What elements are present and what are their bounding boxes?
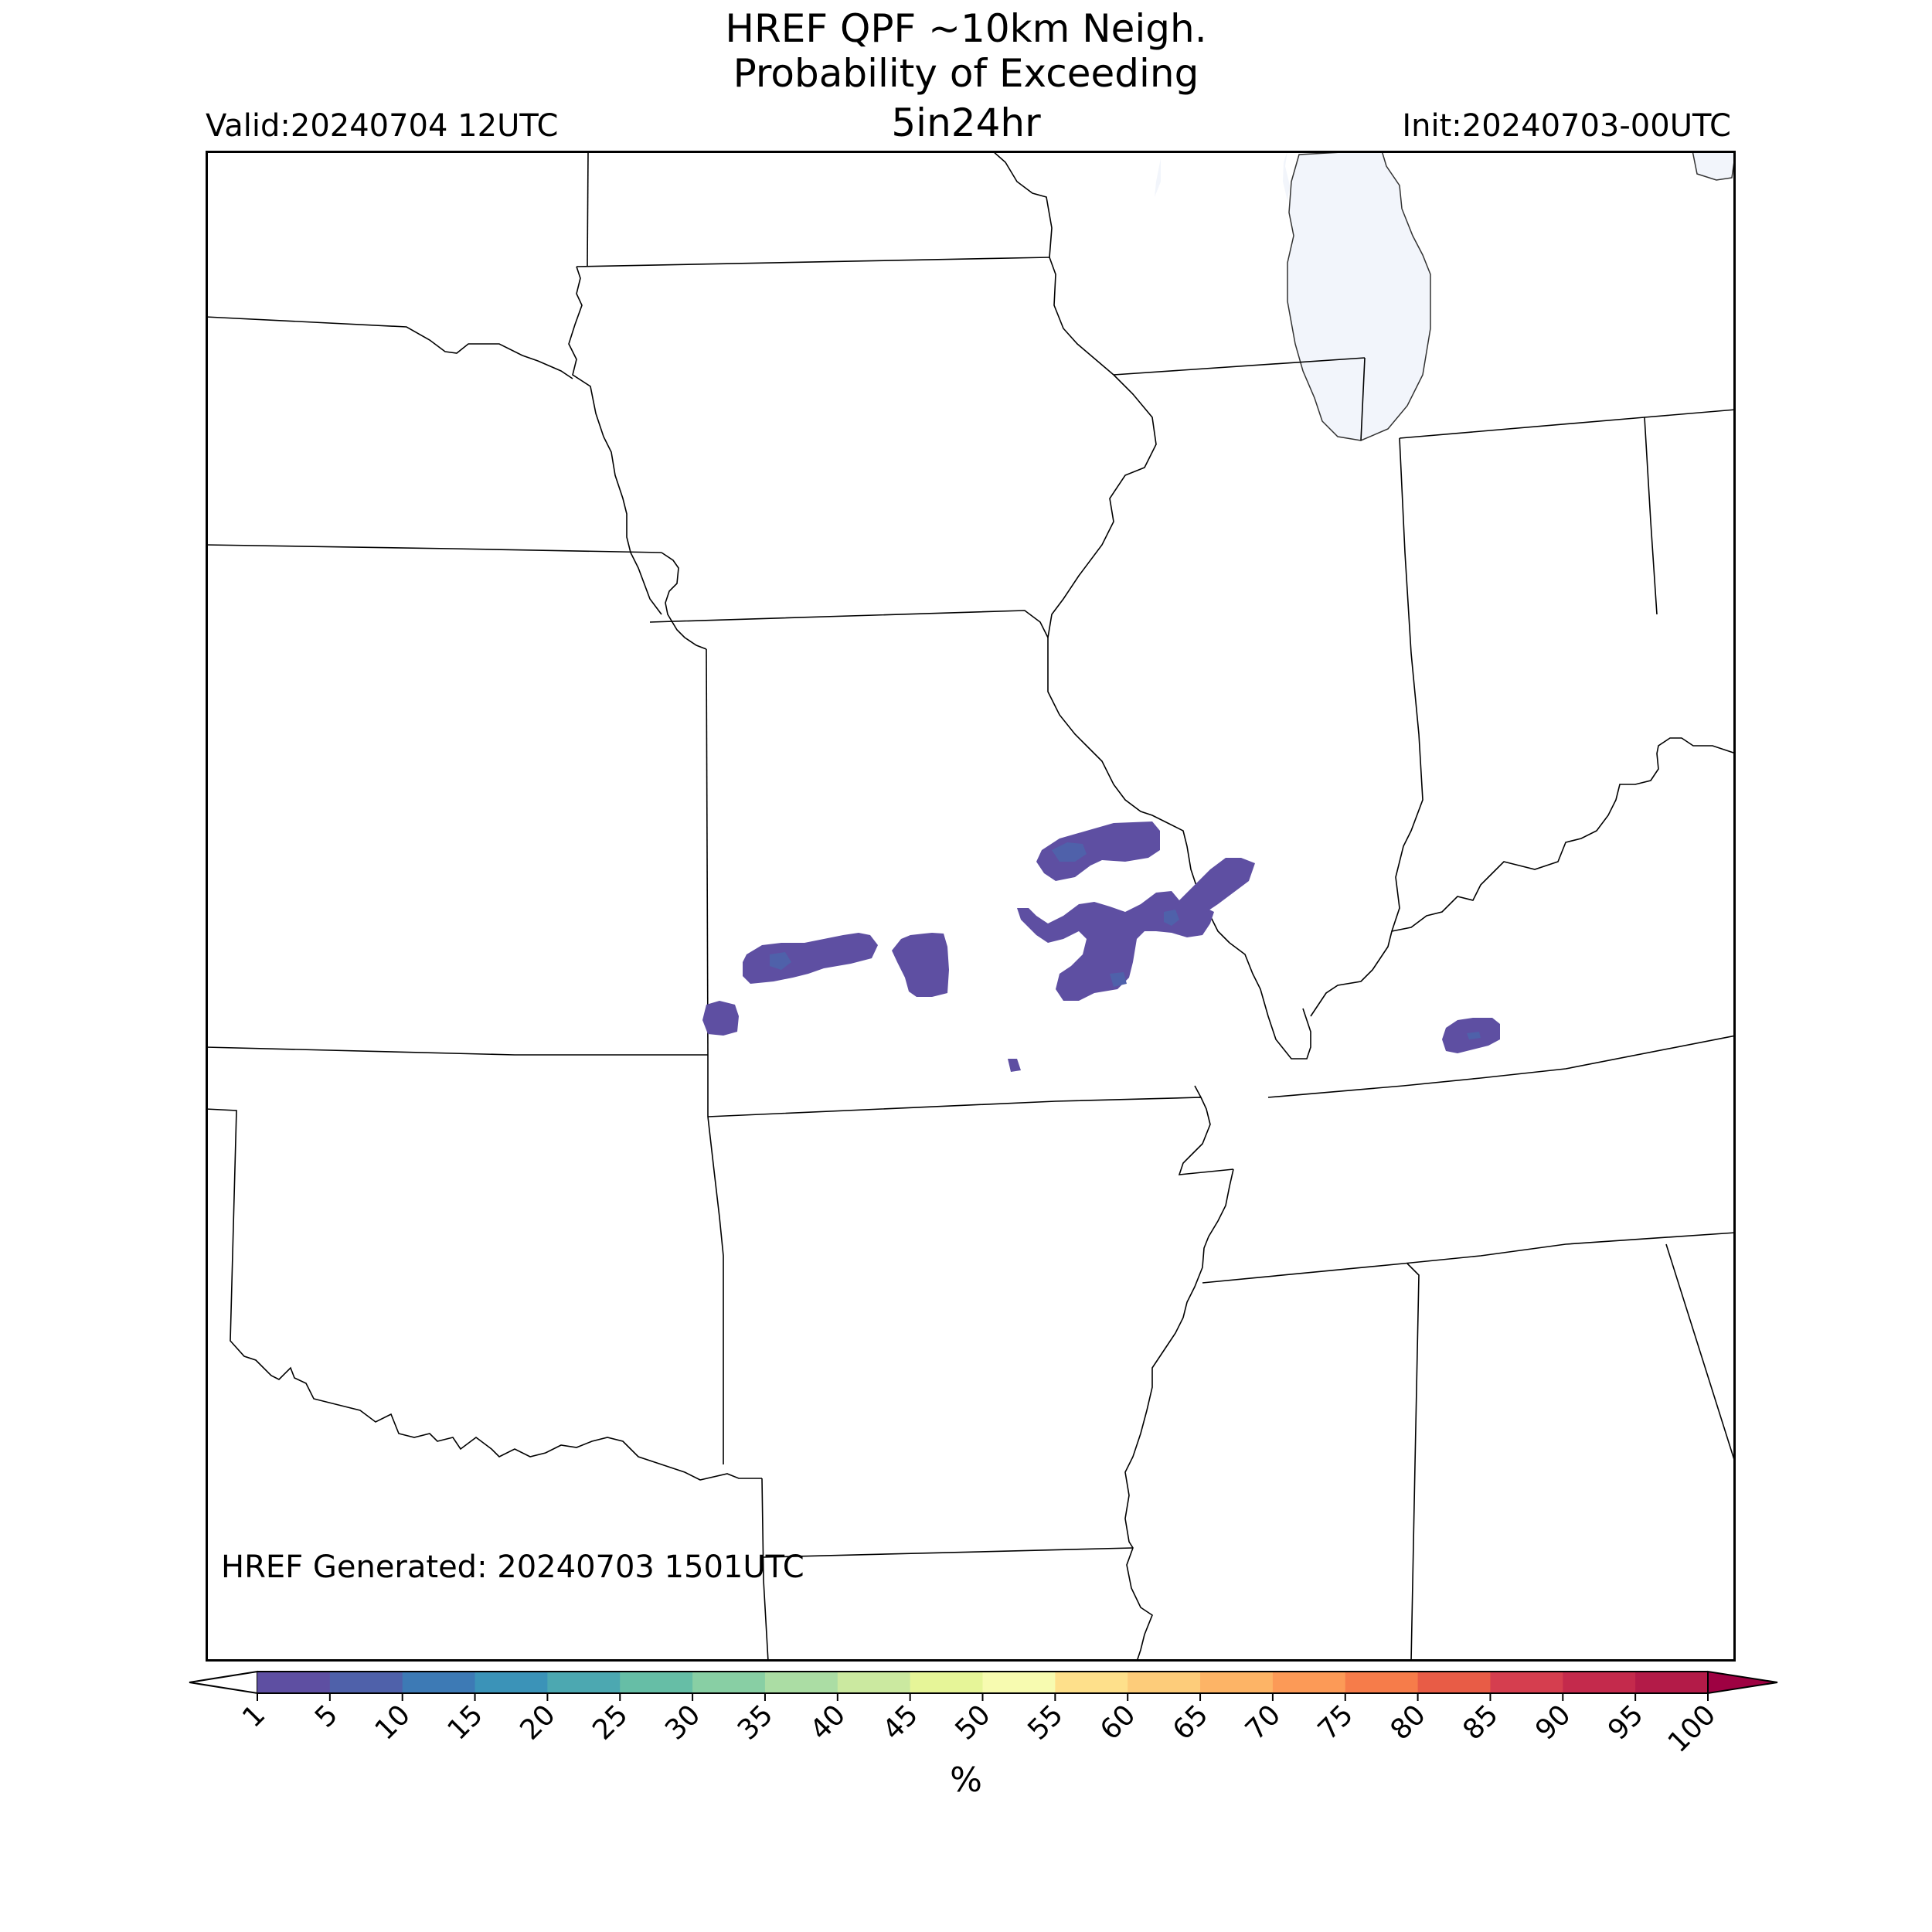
colorbar-tick-label: 20 bbox=[514, 1699, 561, 1746]
colorbar-unit-label: % bbox=[950, 1760, 982, 1800]
colorbar-over-extension bbox=[1707, 1670, 1778, 1695]
colorbar-swatch bbox=[1490, 1672, 1563, 1693]
colorbar-tick-label: 5 bbox=[309, 1699, 344, 1733]
colorbar-tick-label: 75 bbox=[1312, 1699, 1359, 1746]
colorbar-swatch bbox=[1563, 1672, 1636, 1693]
colorbar-swatch bbox=[1128, 1672, 1201, 1693]
colorbar-swatch bbox=[402, 1672, 476, 1693]
colorbar-tick-label: 100 bbox=[1662, 1699, 1723, 1759]
colorbar-swatch bbox=[1635, 1672, 1709, 1693]
colorbar-tick-label: 10 bbox=[369, 1699, 417, 1746]
colorbar-tick-label: 70 bbox=[1240, 1699, 1287, 1746]
colorbar-tick-label: 95 bbox=[1602, 1699, 1649, 1746]
generated-timestamp: HREF Generated: 20240703 1501UTC bbox=[221, 1549, 804, 1585]
colorbar-swatch bbox=[474, 1672, 548, 1693]
lake-huron-corner bbox=[1692, 151, 1736, 181]
colorbar-tick-label: 65 bbox=[1167, 1699, 1214, 1746]
colorbar-swatch bbox=[1345, 1672, 1419, 1693]
colorbar-swatch bbox=[257, 1672, 331, 1693]
precip-probability-map bbox=[206, 151, 1736, 1662]
init-time-label: Init:20240703-00UTC bbox=[1402, 108, 1731, 144]
state-borders bbox=[206, 151, 1736, 1662]
title-line-2: Probability of Exceeding bbox=[733, 51, 1199, 96]
colorbar-swatch bbox=[1200, 1672, 1274, 1693]
small-lake bbox=[1151, 158, 1161, 205]
title-line-1: HREF QPF ~10km Neigh. bbox=[725, 6, 1207, 51]
colorbar-tick-label: 60 bbox=[1094, 1699, 1141, 1746]
colorbar-tick-label: 35 bbox=[732, 1699, 779, 1746]
colorbar-tick-label: 15 bbox=[442, 1699, 489, 1746]
colorbar-tick-label: 85 bbox=[1457, 1699, 1504, 1746]
colorbar-swatch bbox=[910, 1672, 983, 1693]
probability-shading bbox=[702, 821, 1500, 1072]
map-border bbox=[206, 151, 1736, 1662]
colorbar-tick-label: 40 bbox=[804, 1699, 852, 1746]
colorbar-swatch bbox=[620, 1672, 693, 1693]
colorbar-tick-label: 90 bbox=[1529, 1699, 1577, 1746]
colorbar-tick-label: 80 bbox=[1385, 1699, 1432, 1746]
colorbar-swatch bbox=[764, 1672, 838, 1693]
valid-time-label: Valid:20240704 12UTC bbox=[206, 108, 559, 144]
colorbar-swatch bbox=[1417, 1672, 1491, 1693]
colorbar-swatch bbox=[547, 1672, 621, 1693]
colorbar-swatch bbox=[837, 1672, 911, 1693]
colorbar-swatch bbox=[982, 1672, 1056, 1693]
colorbar-swatch bbox=[1055, 1672, 1128, 1693]
colorbar-swatch bbox=[692, 1672, 766, 1693]
colorbar-swatch bbox=[329, 1672, 403, 1693]
colorbar-swatch bbox=[1272, 1672, 1346, 1693]
title-line-3: 5in24hr bbox=[891, 100, 1041, 145]
colorbar-tick-labels: 1 5 10 15 20 25 30 35 40 45 50 55 60 65 70 75 80 85 90 95 10… bbox=[236, 1693, 1722, 1759]
colorbar-tick-label: 50 bbox=[949, 1699, 996, 1746]
colorbar-tick-label: 1 bbox=[236, 1699, 271, 1733]
colorbar-tick-label: 55 bbox=[1022, 1699, 1069, 1746]
small-lake bbox=[1283, 151, 1290, 201]
colorbar-tick-label: 25 bbox=[587, 1699, 634, 1746]
colorbar-swatches bbox=[189, 1670, 1778, 1695]
colorbar-under-extension bbox=[189, 1670, 258, 1695]
colorbar-tick-label: 30 bbox=[659, 1699, 706, 1746]
colorbar-tick-label: 45 bbox=[877, 1699, 924, 1746]
